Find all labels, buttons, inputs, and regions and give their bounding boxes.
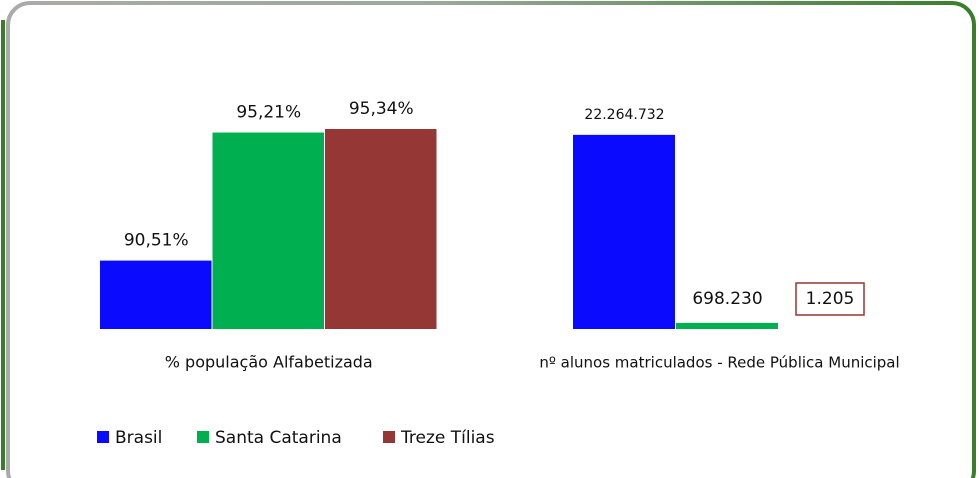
- bar: [676, 322, 778, 329]
- x-axis-label: % população Alfabetizada: [165, 353, 373, 372]
- legend-label: Brasil: [115, 428, 162, 448]
- x-axis-label: nº alunos matriculados - Rede Pública Mu…: [539, 354, 899, 372]
- value-label: 95,34%: [349, 99, 414, 119]
- legend-label: Treze Tílias: [400, 428, 495, 448]
- value-label-box: [795, 282, 865, 316]
- bar: [212, 132, 324, 329]
- legend-swatch: [97, 431, 109, 443]
- value-label: 22.264.732: [584, 107, 664, 123]
- value-label: 1.205: [806, 289, 855, 309]
- legend-label: Santa Catarina: [215, 428, 342, 448]
- legend-swatch: [383, 431, 395, 443]
- legend-swatch: [197, 431, 209, 443]
- value-label: 95,21%: [236, 103, 301, 123]
- value-label: 90,51%: [124, 231, 189, 251]
- bar: [100, 260, 212, 329]
- bar: [325, 128, 437, 329]
- value-label: 698.230: [692, 289, 762, 309]
- bar: [573, 134, 675, 329]
- panel-border: [6, 1, 976, 478]
